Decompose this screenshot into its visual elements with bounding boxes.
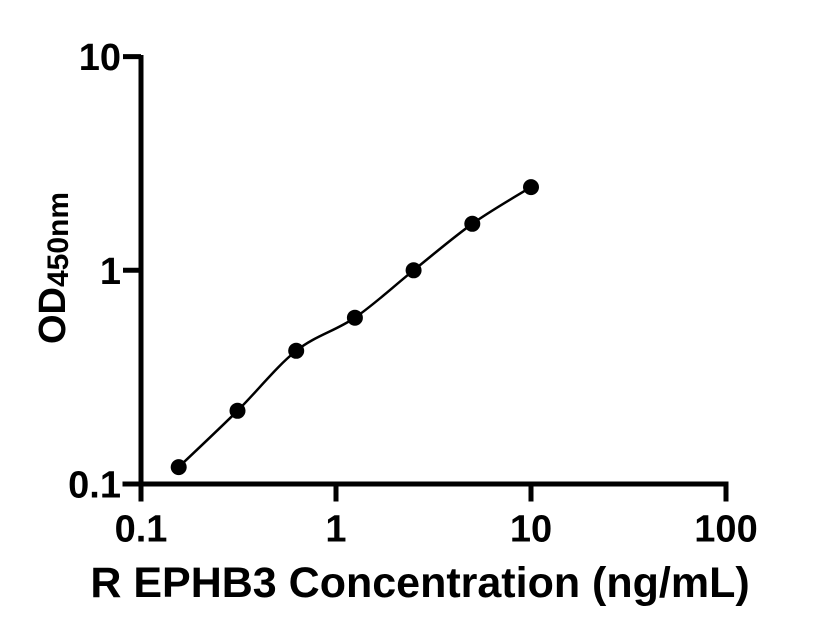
x-tick-label: 1 [325, 509, 346, 551]
data-point [405, 262, 422, 279]
x-tick-label: 10 [510, 509, 552, 551]
data-point [229, 402, 246, 419]
data-point [346, 309, 363, 326]
x-axis-title: R EPHB3 Concentration (ng/mL) [90, 559, 750, 607]
y-tick-label: 1 [100, 251, 121, 293]
y-axis-title: OD450nm [32, 191, 75, 345]
data-point [523, 179, 539, 196]
y-axis-title-main: OD [32, 287, 74, 345]
x-tick-label: 0.1 [115, 509, 168, 551]
data-point [170, 459, 187, 476]
y-tick-label: 0.1 [68, 465, 121, 507]
data-point [288, 342, 305, 359]
y-axis-title-subscript: 450nm [42, 191, 75, 288]
data-point [464, 215, 481, 232]
y-tick-label: 10 [79, 37, 121, 79]
x-tick-label: 100 [694, 509, 757, 551]
